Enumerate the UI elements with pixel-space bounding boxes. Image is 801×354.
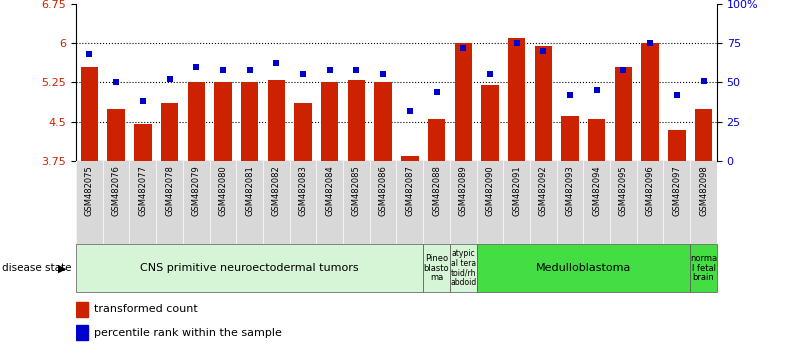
Point (376, 72, 389, 77)
Point (510, 40, 523, 46)
Point (644, 40, 657, 46)
Text: transformed count: transformed count (94, 304, 198, 314)
Bar (268, 80, 285, 161)
Point (697, 78, 710, 84)
Bar (428, 119, 445, 161)
Bar (668, 130, 686, 161)
Point (617, 67, 630, 73)
Bar (214, 82, 231, 161)
Bar (423, 244, 450, 292)
Bar (348, 80, 365, 161)
Text: Pineo
blasto
ma: Pineo blasto ma (424, 254, 449, 282)
Text: GSM482083: GSM482083 (299, 165, 308, 216)
Text: GSM482087: GSM482087 (405, 165, 414, 216)
Bar (76, 244, 423, 292)
Text: percentile rank within the sample: percentile rank within the sample (94, 328, 282, 338)
Bar (76, 325, 87, 341)
Bar (508, 38, 525, 161)
Point (216, 67, 229, 73)
Bar (694, 109, 712, 161)
Point (590, 87, 603, 93)
Bar (481, 85, 498, 161)
Text: GSM482077: GSM482077 (139, 165, 147, 216)
Bar (374, 82, 392, 161)
Text: GSM482098: GSM482098 (699, 165, 708, 216)
Point (430, 89, 443, 95)
Text: atypic
al tera
toid/rh
abdoid: atypic al tera toid/rh abdoid (450, 249, 477, 287)
Bar (588, 119, 606, 161)
Text: GSM482081: GSM482081 (245, 165, 254, 216)
Point (244, 67, 256, 73)
Bar (535, 46, 552, 161)
Text: GSM482088: GSM482088 (432, 165, 441, 216)
Point (163, 76, 176, 82)
Text: CNS primitive neuroectodermal tumors: CNS primitive neuroectodermal tumors (140, 263, 359, 273)
Text: ▶: ▶ (58, 263, 66, 273)
Point (110, 80, 123, 85)
Point (350, 67, 363, 73)
Bar (76, 302, 87, 317)
Bar (294, 103, 312, 161)
Point (457, 45, 469, 51)
Bar (134, 124, 151, 161)
Bar (690, 244, 717, 292)
Text: GSM482090: GSM482090 (485, 165, 494, 216)
Point (83, 51, 96, 57)
Point (296, 72, 309, 77)
Text: GSM482084: GSM482084 (325, 165, 334, 216)
Text: GSM482075: GSM482075 (85, 165, 94, 216)
Point (564, 92, 577, 98)
Point (190, 64, 203, 69)
Bar (107, 109, 125, 161)
Text: GSM482091: GSM482091 (512, 165, 521, 216)
Text: GSM482080: GSM482080 (219, 165, 227, 216)
Text: Medulloblastoma: Medulloblastoma (536, 263, 631, 273)
Text: GSM482095: GSM482095 (619, 165, 628, 216)
Text: norma
l fetal
brain: norma l fetal brain (690, 254, 717, 282)
Point (270, 61, 283, 66)
Bar (161, 103, 178, 161)
Text: GSM482093: GSM482093 (566, 165, 574, 216)
Bar (615, 67, 632, 161)
Bar (401, 156, 418, 161)
Point (324, 67, 336, 73)
Text: GSM482086: GSM482086 (379, 165, 388, 216)
Point (670, 92, 683, 98)
Text: GSM482079: GSM482079 (191, 165, 201, 216)
Point (404, 108, 417, 114)
Text: GSM482085: GSM482085 (352, 165, 361, 216)
Bar (81, 67, 98, 161)
Bar (454, 43, 472, 161)
Point (484, 72, 497, 77)
Text: GSM482096: GSM482096 (646, 165, 654, 216)
Point (136, 98, 149, 104)
Bar (241, 82, 258, 161)
Text: GSM482076: GSM482076 (111, 165, 121, 216)
Bar (642, 43, 658, 161)
Text: GSM482078: GSM482078 (165, 165, 174, 216)
Bar (477, 244, 690, 292)
Bar (450, 244, 477, 292)
Text: GSM482092: GSM482092 (539, 165, 548, 216)
Text: GSM482097: GSM482097 (672, 165, 682, 216)
Bar (187, 82, 205, 161)
Text: disease state: disease state (2, 263, 71, 273)
Bar (321, 82, 339, 161)
Bar (562, 116, 578, 161)
Text: GSM482082: GSM482082 (272, 165, 281, 216)
Text: GSM482089: GSM482089 (459, 165, 468, 216)
Point (537, 48, 549, 53)
Text: GSM482094: GSM482094 (592, 165, 602, 216)
